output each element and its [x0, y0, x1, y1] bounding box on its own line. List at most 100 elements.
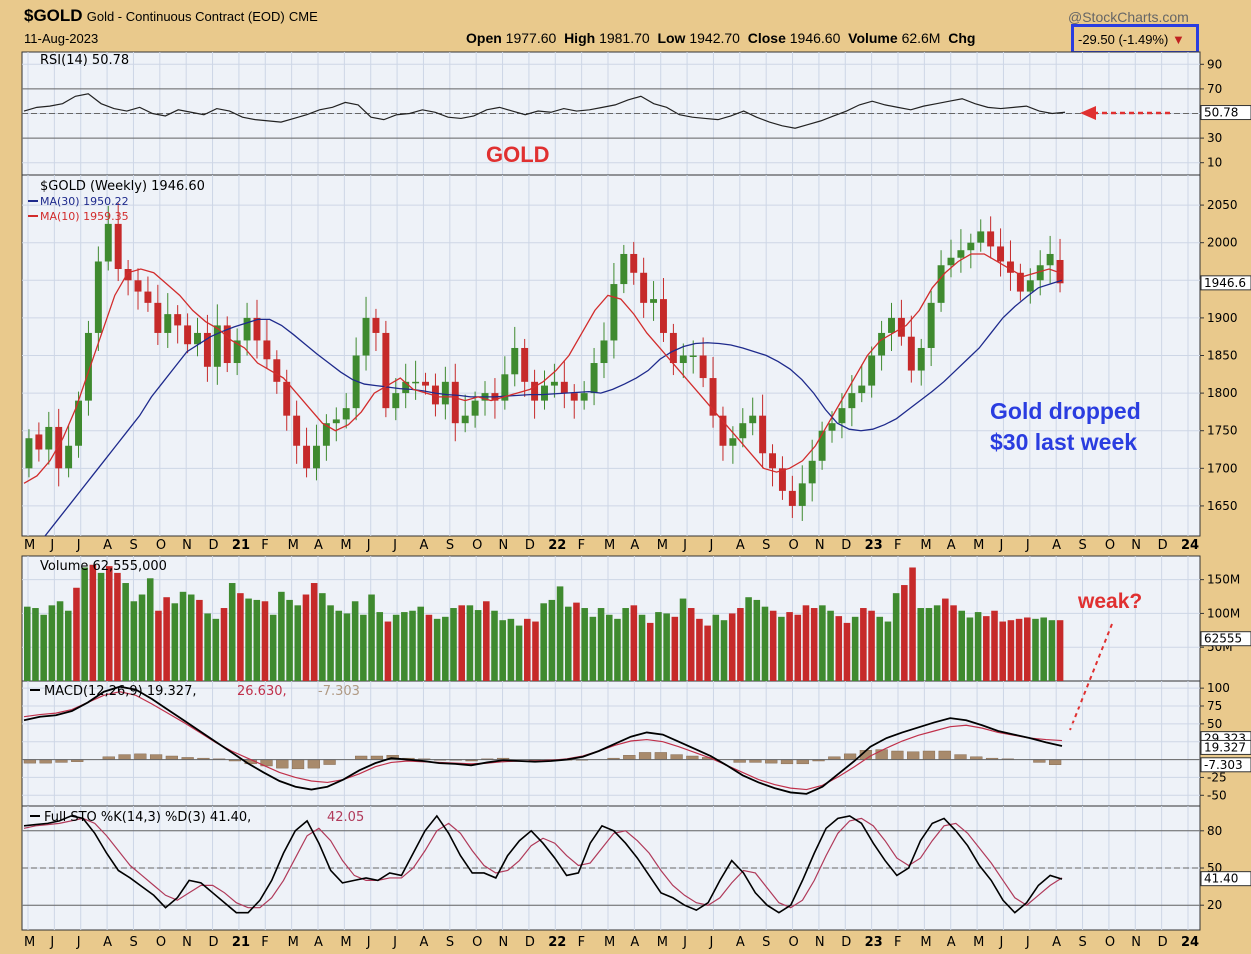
x-axis-label-bottom: N	[815, 935, 825, 950]
close-value: 1946.60	[789, 30, 841, 46]
macd-hist-bar	[323, 759, 336, 765]
x-axis-label-bottom: A	[314, 935, 323, 950]
candle-body	[372, 317, 380, 333]
candle-body	[848, 393, 856, 409]
macd-hist-bar	[307, 759, 320, 769]
candle-body	[45, 426, 53, 450]
volume-bar	[499, 620, 506, 681]
x-axis-label-bottom: J	[76, 935, 81, 950]
volume-bar	[360, 614, 367, 681]
candle-body	[907, 336, 915, 371]
macd-hist-bar	[954, 754, 967, 760]
volume-bar	[589, 616, 597, 681]
sto-d-legend: 42.05	[327, 810, 364, 825]
volume-bar	[310, 583, 318, 681]
volume-bar	[540, 603, 547, 681]
candle-body	[1026, 280, 1034, 292]
candle-body	[501, 374, 509, 401]
weak-pointer-line	[1069, 623, 1113, 731]
volume-bar	[237, 593, 244, 681]
candle-body	[293, 415, 301, 446]
price-tick-label: 1650	[1207, 499, 1238, 513]
candle-body	[679, 355, 687, 364]
candle-body	[332, 419, 340, 424]
price-current-label: 1946.6	[1204, 276, 1246, 290]
x-axis-label-top: O	[472, 538, 482, 553]
volume-bar	[638, 614, 646, 681]
volume-bar	[97, 572, 105, 681]
macd-hist-bar	[686, 755, 699, 760]
macd-hist-legend: -7.303	[318, 684, 360, 699]
x-axis-label-top: D	[841, 538, 851, 553]
candle-body	[838, 408, 846, 424]
macd-hist-bar	[355, 755, 368, 760]
candle-body	[1046, 253, 1054, 266]
x-axis-label-bottom: J	[366, 935, 371, 950]
candle-body	[858, 385, 866, 394]
x-axis-label-top: N	[1131, 538, 1141, 553]
chg-text: -29.50 (-1.49%)	[1078, 32, 1169, 47]
candle-body	[461, 415, 469, 424]
x-axis-label-bottom: D	[209, 935, 219, 950]
x-axis-label-bottom: N	[1131, 935, 1141, 950]
x-axis-label-bottom: M	[920, 935, 931, 950]
candle-body	[897, 317, 905, 337]
volume-bar	[73, 587, 80, 681]
x-axis-label-top: J	[708, 538, 713, 553]
macd-line	[23, 685, 1063, 795]
volume-bar	[351, 601, 359, 681]
candle-body	[471, 400, 479, 416]
volume-bar	[1056, 620, 1064, 681]
candle-body	[769, 453, 776, 469]
high-label: High	[564, 30, 596, 46]
ma10-legend: MA(10) 1959.35	[40, 210, 129, 223]
volume-bar	[327, 605, 334, 681]
candle-body	[124, 269, 132, 281]
x-axis-label-bottom: A	[947, 935, 956, 950]
volume-bar	[901, 585, 908, 681]
dropped-annotation: Gold dropped $30 last week	[990, 396, 1141, 458]
x-axis-label-top: N	[182, 538, 192, 553]
x-axis-label-bottom: 21	[232, 935, 250, 950]
x-axis-label-top: A	[630, 538, 639, 553]
x-axis-label-bottom: O	[789, 935, 799, 950]
candle-body	[620, 253, 628, 285]
volume-bar	[892, 593, 900, 681]
candle-body	[233, 340, 241, 364]
candle-body	[550, 381, 558, 386]
volume-bar	[728, 613, 736, 681]
x-axis-label-bottom: D	[1158, 935, 1168, 950]
chg-label: Chg	[948, 30, 976, 46]
macd-legend: MACD(12,26,9) 19.327,	[44, 684, 196, 699]
candle-body	[660, 299, 667, 333]
rsi-tick-label: 10	[1207, 156, 1222, 170]
x-axis-label-bottom: D	[841, 935, 851, 950]
volume-bar	[81, 567, 88, 681]
volume-bar	[515, 625, 523, 681]
x-axis-label-top: J	[392, 538, 397, 553]
candle-body	[590, 363, 598, 394]
volume-bar	[491, 610, 498, 681]
x-axis-label-bottom: 22	[548, 935, 566, 950]
volume-bar	[851, 616, 859, 681]
x-axis-label-top: M	[920, 538, 931, 553]
volume-bar	[769, 610, 777, 681]
candle-body	[431, 385, 439, 405]
price-current-label-box	[1200, 275, 1251, 291]
sto-tick-label: 20	[1207, 898, 1222, 912]
volume-bar	[335, 610, 343, 681]
x-axis-label-bottom: N	[499, 935, 509, 950]
volume-bar	[614, 618, 621, 681]
macd-hist-bar	[765, 759, 778, 764]
candle-body	[521, 347, 529, 382]
volume-bar	[474, 610, 482, 681]
volume-bar	[819, 605, 826, 681]
symbol: $GOLD	[24, 6, 83, 25]
candle-body	[937, 265, 945, 303]
volume-bar	[278, 591, 285, 681]
x-axis-label-top: M	[657, 538, 668, 553]
candle-body	[203, 332, 211, 367]
candle-body	[134, 280, 142, 292]
volume-bar	[966, 617, 974, 681]
